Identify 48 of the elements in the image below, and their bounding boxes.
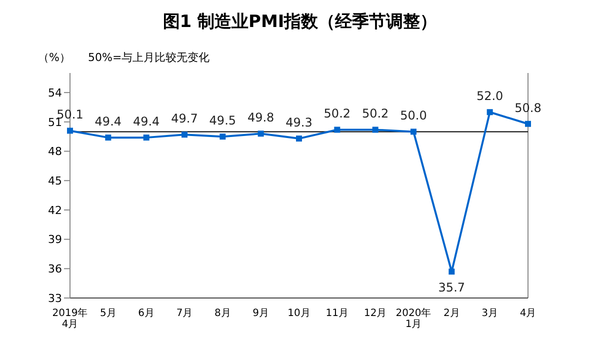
x-tick-label: 9月 [252,308,270,319]
y-tick-label: 54 [48,86,62,100]
point [258,130,264,137]
x-tick-label: 4月 [520,308,536,319]
data-label: 50.0 [400,108,427,123]
x-tick-label: 2020年 1月 [396,307,432,330]
point [372,126,378,133]
x-tick-label: 7月 [176,308,193,319]
y-tick-label: 39 [48,233,62,246]
x-tick-label: 10月 [288,308,310,319]
data-label: 49.4 [132,114,160,129]
point [296,136,302,142]
point [220,134,226,140]
data-label: 49.3 [286,116,312,130]
data-label: 50.2 [324,106,351,121]
y-tick-label: 48 [48,145,62,158]
y-tick-label: 33 [48,292,62,305]
x-tick-label: 5月 [100,308,116,319]
point [182,132,188,138]
x-tick-label: 3月 [482,308,498,319]
point [448,268,455,275]
text: 50%=与上月比较无变化 [88,50,210,65]
data-label: 49.7 [171,112,198,126]
chart-title: 图1 制造业PMI指数（经季节调整） [162,11,438,33]
point [67,128,73,134]
y-axis-title: （%） [38,50,70,65]
data-label: 49.8 [247,110,274,125]
data-label: 49.4 [94,114,122,129]
point [105,134,112,141]
data-label: 52.0 [476,89,504,104]
x-tick-label: 8月 [214,308,231,319]
y-tick-label: 45 [48,174,62,188]
x-tick-label: 2月 [443,308,460,319]
y-tick-label: 42 [48,204,62,217]
point [334,126,340,133]
data-label: 35.7 [438,280,466,295]
point [486,109,493,116]
y-tick-label: 36 [48,262,62,276]
data-label: 49.5 [209,114,236,128]
data-label: 50.2 [362,106,389,121]
point [525,120,531,127]
x-tick-label: 6月 [138,308,155,319]
point [143,134,150,141]
x-tick-label: 11月 [326,308,349,319]
x-tick-label: 12月 [364,308,387,319]
data-label: 50.8 [514,100,542,115]
x-tick-label: 2019年 4月 [52,307,88,330]
point [410,128,416,135]
